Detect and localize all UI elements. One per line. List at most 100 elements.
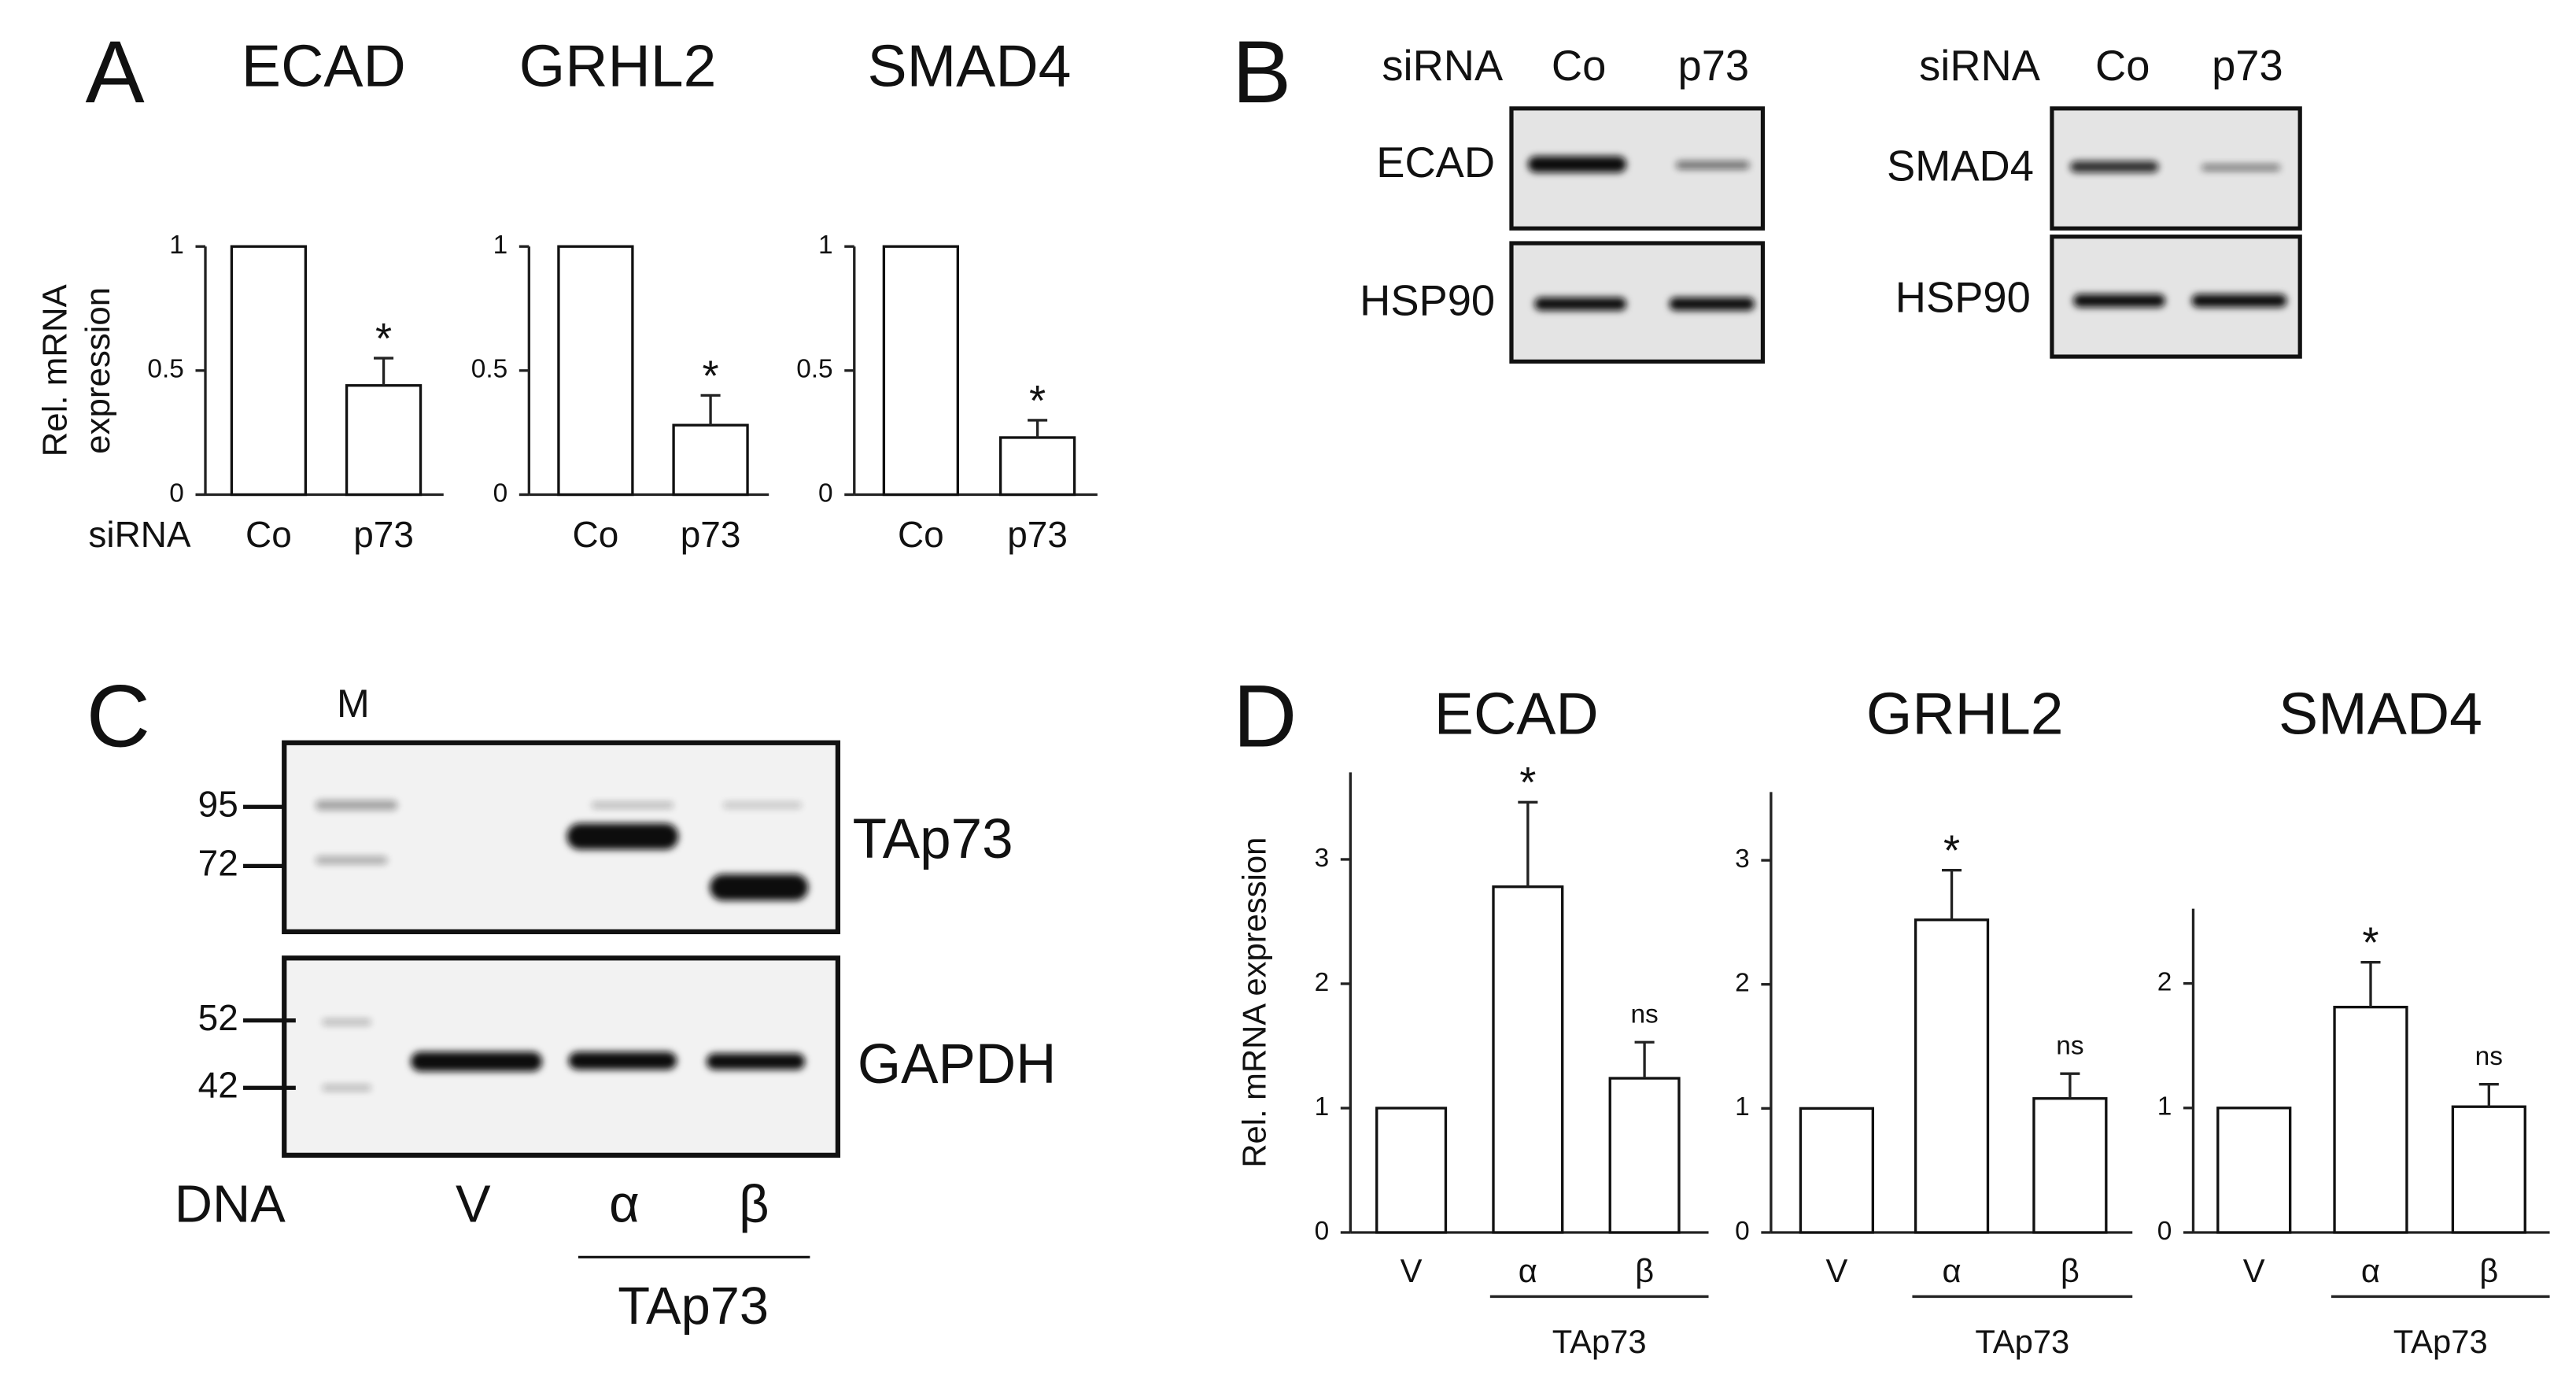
y-axis-label: Rel. mRNA expression — [1235, 837, 1272, 1168]
band — [568, 1051, 677, 1070]
error-bar — [1634, 1040, 1655, 1079]
band — [322, 1018, 371, 1025]
band — [411, 1051, 543, 1072]
y-tick-label: 3 — [1315, 844, 1330, 873]
x-tick-label: p73 — [353, 514, 414, 555]
y-tick-label: 0 — [1315, 1217, 1330, 1246]
panel-label: B — [1232, 22, 1291, 121]
lane-label: V — [456, 1175, 491, 1233]
protein-label: TAp73 — [853, 808, 1013, 870]
band — [315, 800, 398, 811]
chart-title: ECAD — [1434, 680, 1599, 746]
chart-title: GRHL2 — [519, 33, 717, 99]
x-tick-label: Co — [573, 514, 619, 555]
error-bar — [2360, 961, 2381, 1007]
panel-label: A — [86, 22, 145, 121]
protein-label: HSP90 — [1895, 273, 2031, 321]
lane-label: p73 — [2212, 42, 2283, 90]
x-tick-label: V — [1401, 1252, 1423, 1289]
x-tick-label: β — [2479, 1252, 2498, 1289]
bar — [2451, 1105, 2526, 1234]
y-tick-label: 1 — [169, 231, 184, 260]
y-tick-label: 3 — [1735, 844, 1750, 874]
chart-title: ECAD — [242, 33, 406, 99]
band — [722, 801, 802, 809]
error-bar — [2478, 1083, 2499, 1107]
lane-label: Co — [1552, 42, 1606, 90]
y-tick-label: 0 — [2157, 1217, 2172, 1246]
bar — [230, 245, 308, 497]
x-tick-label: p73 — [1007, 514, 1068, 555]
row-label: DNA — [175, 1175, 286, 1233]
y-tick-label: 2 — [2157, 967, 2172, 996]
y-tick-label: 1 — [2157, 1092, 2172, 1121]
annotation: * — [1943, 826, 1960, 874]
protein-label: GAPDH — [858, 1033, 1056, 1096]
protein-label: SMAD4 — [1887, 142, 2034, 190]
marker-ticks — [243, 804, 296, 1090]
blot-b: siRNA Co p73 ECAD HSP90 siRNA Co p73 SMA… — [1360, 42, 2302, 364]
chart-title: SMAD4 — [2279, 680, 2482, 746]
row-label: siRNA — [88, 514, 190, 555]
bar — [1492, 885, 1564, 1234]
marker-size: 42 — [198, 1064, 238, 1105]
x-tick-label: V — [1825, 1252, 1847, 1289]
y-axis-label: Rel. mRNA — [36, 283, 75, 456]
band — [706, 1053, 806, 1070]
bar — [998, 436, 1076, 497]
panel-label: D — [1233, 666, 1297, 765]
error-bar — [1028, 419, 1048, 438]
band — [1675, 161, 1750, 170]
group-label: TAp73 — [2393, 1323, 2488, 1360]
x-tick-label: α — [2361, 1252, 2380, 1289]
bar — [1375, 1107, 1448, 1234]
group-label: TAp73 — [1552, 1323, 1647, 1360]
bar — [345, 384, 423, 497]
band — [1527, 156, 1627, 173]
annotation: ns — [1630, 1000, 1658, 1029]
bar — [2216, 1107, 2292, 1234]
x-tick-label: β — [1635, 1252, 1654, 1289]
x-tick-label: Co — [898, 514, 944, 555]
bar — [1608, 1077, 1681, 1234]
band — [1534, 297, 1627, 311]
lane-label: β — [739, 1175, 769, 1233]
chart-title: GRHL2 — [1866, 680, 2064, 746]
band — [566, 823, 679, 850]
bar — [1799, 1107, 1874, 1234]
band — [2073, 294, 2165, 308]
x-tick-label: β — [2061, 1252, 2080, 1289]
annotation: * — [1029, 376, 1046, 424]
blot-box — [282, 740, 841, 935]
x-tick-label: Co — [245, 514, 292, 555]
band — [1669, 297, 1755, 311]
annotation: ns — [2056, 1032, 2083, 1061]
protein-label: HSP90 — [1360, 277, 1495, 325]
y-tick-label: 2 — [1315, 968, 1330, 997]
y-tick-label: 0.5 — [147, 355, 183, 384]
group-label: TAp73 — [1975, 1323, 2069, 1360]
annotation: ns — [2475, 1042, 2503, 1071]
y-tick-label: 0.5 — [471, 355, 507, 384]
marker-size: 95 — [198, 783, 238, 824]
panel-label: C — [87, 666, 150, 765]
y-axis-label: expression — [79, 287, 117, 454]
blot-c: M 95 72 52 42 TAp73 GAPDH DNA V α β TAp7… — [175, 682, 1057, 1336]
error-bar — [374, 357, 394, 386]
y-tick-label: 0 — [493, 479, 508, 508]
band — [315, 855, 388, 865]
bar — [1914, 918, 1990, 1234]
marker-size: 72 — [198, 843, 238, 884]
protein-label: ECAD — [1376, 139, 1495, 187]
y-tick-label: 0.5 — [796, 355, 832, 384]
y-tick-label: 1 — [818, 231, 833, 260]
row-label: siRNA — [1382, 42, 1504, 90]
y-tick-label: 1 — [1315, 1092, 1330, 1121]
band — [322, 1085, 371, 1092]
band — [2201, 164, 2281, 172]
error-bar — [2060, 1072, 2080, 1099]
band — [710, 874, 809, 901]
x-tick-label: α — [1519, 1252, 1537, 1289]
